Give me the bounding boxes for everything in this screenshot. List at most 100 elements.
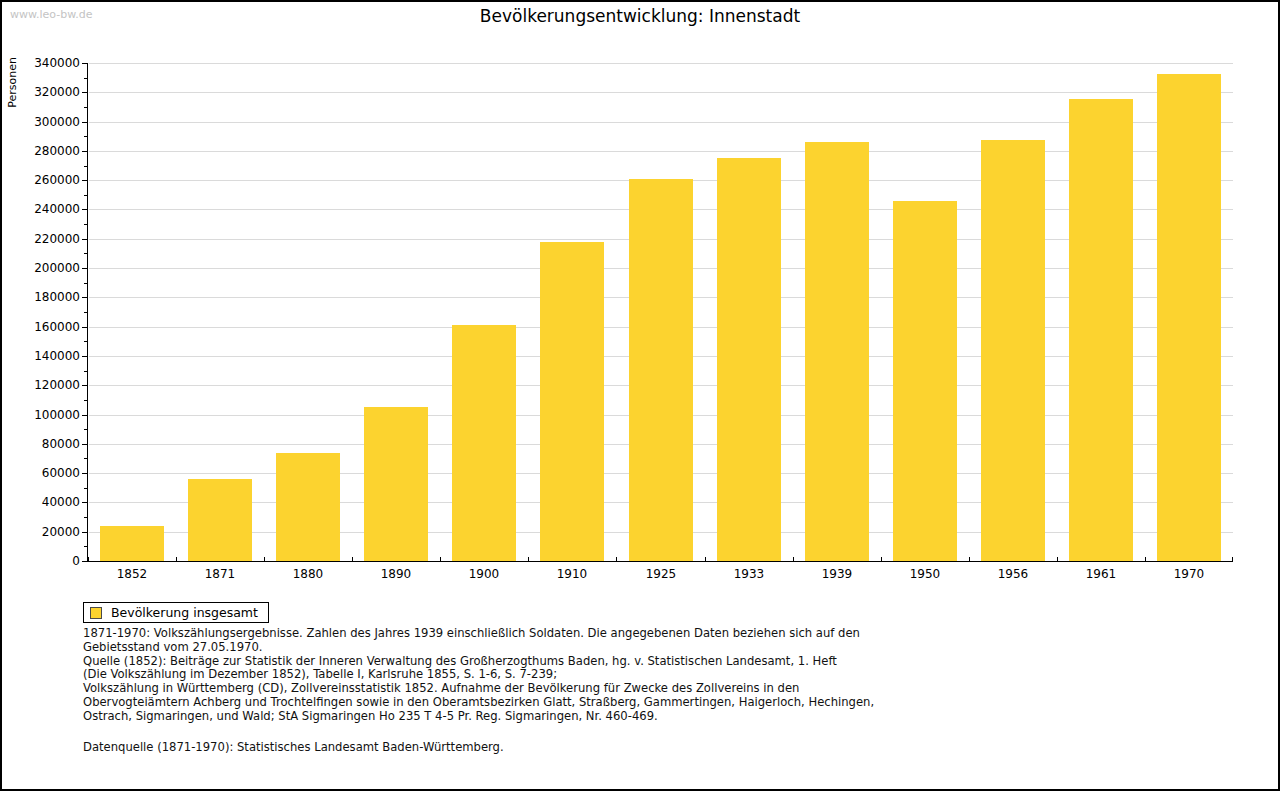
x-tick [528,557,529,561]
x-tick [264,557,265,561]
y-tick-label: 80000 [8,437,80,451]
y-tick-label: 320000 [8,85,80,99]
bar-1950 [893,201,957,561]
y-tick-label: 200000 [8,261,80,275]
y-tick-minor [84,253,88,254]
y-tick-major [82,151,88,152]
y-tick-major [82,239,88,240]
note-line: Ostrach, Sigmaringen, und Wald; StA Sigm… [83,710,874,724]
y-tick-major [82,63,88,64]
y-tick-major [82,209,88,210]
y-tick-major [82,92,88,93]
note-line: (Die Volkszählung im Dezember 1852), Tab… [83,668,874,682]
y-tick-label: 120000 [8,378,80,392]
y-tick-major [82,356,88,357]
x-tick [705,557,706,561]
x-tick [1232,557,1233,561]
y-tick-label: 260000 [8,173,80,187]
note-line: 1871-1970: Volkszählungsergebnisse. Zahl… [83,627,874,641]
y-tick-major [82,385,88,386]
x-tick-label: 1961 [1066,567,1136,581]
x-tick-label: 1852 [97,567,167,581]
x-tick [88,557,89,561]
y-tick-major [82,561,88,562]
y-tick-minor [84,283,88,284]
x-tick-label: 1890 [361,567,431,581]
y-tick-minor [84,517,88,518]
y-tick-major [82,297,88,298]
y-tick-minor [84,195,88,196]
note-line: Quelle (1852): Beiträge zur Statistik de… [83,655,874,669]
x-tick-label: 1956 [978,567,1048,581]
bar-1939 [805,142,869,561]
y-tick-label: 240000 [8,202,80,216]
chart-title: Bevölkerungsentwicklung: Innenstadt [2,6,1278,26]
x-tick-label: 1939 [802,567,872,581]
x-tick [969,557,970,561]
x-tick [616,557,617,561]
y-tick-minor [84,371,88,372]
y-tick-label: 140000 [8,349,80,363]
y-tick-major [82,268,88,269]
y-tick-major [82,415,88,416]
y-tick-label: 340000 [8,56,80,70]
note-line: Gebietsstand vom 27.05.1970. [83,641,874,655]
y-tick-label: 300000 [8,115,80,129]
legend-swatch [90,607,102,619]
y-tick-minor [84,458,88,459]
y-tick-label: 160000 [8,320,80,334]
bar-1933 [717,158,781,561]
data-source-line: Datenquelle (1871-1970): Statistisches L… [83,740,504,754]
bar-1871 [188,479,252,561]
y-tick-minor [84,78,88,79]
bar-1970 [1157,74,1221,561]
y-tick-minor [84,341,88,342]
bar-1890 [364,407,428,561]
y-tick-major [82,122,88,123]
y-tick-label: 60000 [8,466,80,480]
y-tick-minor [84,312,88,313]
x-tick [440,557,441,561]
y-tick-label: 280000 [8,144,80,158]
y-tick-minor [84,136,88,137]
x-tick [881,557,882,561]
x-tick-label: 1871 [185,567,255,581]
note-line: Volkszählung in Württemberg (CD), Zollve… [83,682,874,696]
gridline [89,92,1233,93]
y-tick-major [82,327,88,328]
y-tick-minor [84,107,88,108]
y-tick-label: 100000 [8,408,80,422]
x-tick [352,557,353,561]
x-tick-label: 1933 [714,567,784,581]
y-tick-label: 220000 [8,232,80,246]
source-notes: 1871-1970: Volkszählungsergebnisse. Zahl… [83,627,874,724]
x-tick [1057,557,1058,561]
x-tick-label: 1925 [626,567,696,581]
x-tick-label: 1910 [537,567,607,581]
gridline [89,122,1233,123]
y-tick-minor [84,224,88,225]
y-tick-minor [84,166,88,167]
plot-area: 0200004000060000800001000001200001400001… [87,63,1233,562]
y-tick-major [82,532,88,533]
x-tick [1145,557,1146,561]
y-tick-label: 20000 [8,525,80,539]
y-tick-major [82,444,88,445]
bar-1910 [540,242,604,561]
y-tick-minor [84,429,88,430]
x-tick-label: 1880 [273,567,343,581]
note-line: Obervogteiämtern Achberg und Trochtelfin… [83,696,874,710]
x-tick-label: 1950 [890,567,960,581]
x-tick [793,557,794,561]
y-tick-minor [84,488,88,489]
gridline [89,151,1233,152]
legend-label: Bevölkerung insgesamt [111,605,258,620]
bar-1925 [629,179,693,561]
y-tick-major [82,473,88,474]
y-tick-label: 180000 [8,290,80,304]
y-tick-minor [84,400,88,401]
x-tick [176,557,177,561]
y-tick-label: 0 [8,554,80,568]
bar-1961 [1069,99,1133,561]
chart-page: www.leo-bw.de Bevölkerungsentwicklung: I… [0,0,1280,791]
